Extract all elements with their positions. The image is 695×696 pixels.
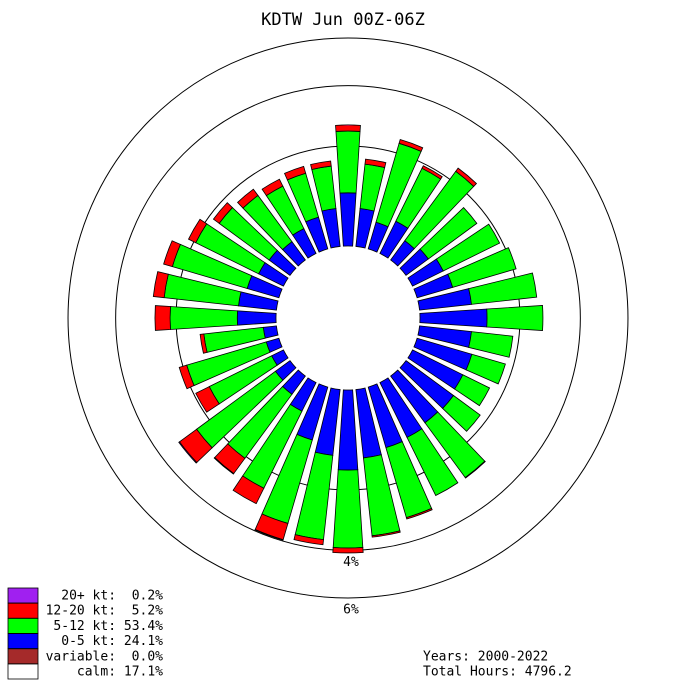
wind-segment [454,374,491,407]
note: Years: 2000-2022 [423,650,548,665]
note: Total Hours: 4796.2 [423,665,572,680]
legend-label: calm: 17.1% [77,665,163,680]
wind-segment [339,192,357,247]
legend-label: variable: 0.0% [46,649,164,664]
ring [67,37,629,599]
legend-swatch [7,663,39,680]
wind-segment [465,353,506,385]
wind-segment [364,158,387,169]
ring-label: 4% [343,555,359,570]
legend-label: 0-5 kt: 24.1% [61,634,163,649]
wind-segment [371,530,401,538]
wind-segment [236,188,259,209]
legend-swatch [7,618,39,634]
legend-label: 12-20 kt: 5.2% [46,604,164,619]
wind-segment [261,178,284,197]
wind-segment [419,206,478,260]
legend-swatch [7,587,39,604]
wind-segment [337,389,359,471]
wind-segment [178,441,198,464]
wind-segment [293,534,324,546]
wind-segment [335,130,361,194]
wind-segment [213,457,235,475]
wind-segment [464,460,486,479]
ring-label: 6% [343,602,359,617]
wind-segment [212,202,233,224]
wind-segment [468,331,514,358]
legend-label: 5-12 kt: 53.4% [53,619,163,634]
wind-segment [398,139,424,152]
wind-segment [447,247,517,288]
wind-segment [178,364,195,390]
wind-segment [152,271,169,299]
wind-segment [163,240,181,268]
wind-segment [236,310,277,326]
wind-segment [283,165,307,181]
wind-segment [262,325,279,339]
chart-title: KDTW Jun 00Z-06Z [261,10,425,30]
calm-area [276,246,420,390]
wind-segment [169,306,238,330]
wind-segment [199,333,208,354]
wind-segment [455,167,478,187]
legend-label: 20+ kt: 0.2% [61,589,163,604]
wind-segment [154,305,171,331]
wind-segment [332,547,364,554]
wind-segment [310,160,332,170]
wind-segment [335,124,361,132]
wind-segment [406,428,459,497]
wind-segment [332,469,364,549]
wind-segment [486,304,544,332]
wind-segment [232,475,265,505]
wind-segment [405,507,433,520]
legend-swatch [7,648,39,665]
wind-segment [187,218,208,244]
wind-segment [468,272,538,305]
wind-segment [419,308,488,328]
legend-swatch [7,633,39,649]
wind-segment [442,394,481,432]
wind-segment [195,386,220,413]
wind-segment [254,529,284,541]
wind-segment [311,165,337,212]
legend-swatch [7,602,39,619]
wind-segment [435,223,501,272]
